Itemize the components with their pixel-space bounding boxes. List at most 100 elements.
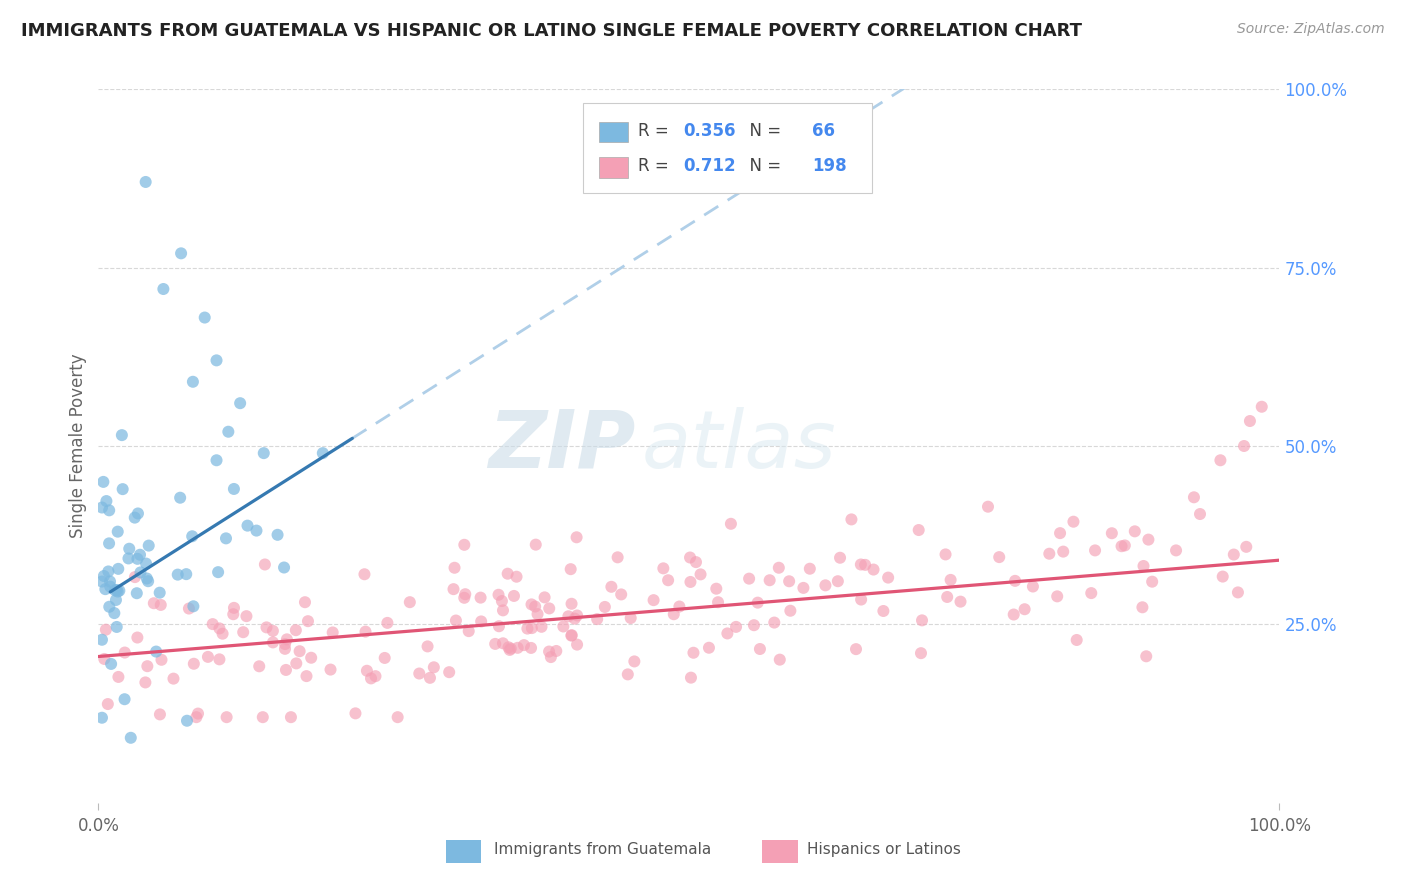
Point xyxy=(169,491,191,505)
Point xyxy=(274,637,297,651)
Point xyxy=(274,641,297,656)
Point xyxy=(911,613,934,627)
Point xyxy=(284,623,307,637)
Point xyxy=(778,574,800,589)
Point xyxy=(98,574,121,589)
Point xyxy=(565,530,588,544)
Point xyxy=(1002,607,1025,622)
Point xyxy=(1101,526,1123,541)
Point xyxy=(1140,574,1163,589)
Point xyxy=(827,574,849,589)
Point xyxy=(1084,543,1107,558)
Point xyxy=(561,597,583,611)
Point xyxy=(643,593,665,607)
Point xyxy=(443,582,465,596)
Point xyxy=(91,632,114,647)
Point xyxy=(120,731,142,745)
Point xyxy=(360,672,382,686)
Point xyxy=(205,453,228,467)
Point xyxy=(1080,586,1102,600)
Point xyxy=(91,711,114,725)
Point xyxy=(662,607,685,622)
Point xyxy=(845,642,868,657)
Point xyxy=(107,670,129,684)
Point xyxy=(177,601,200,615)
Point xyxy=(443,561,465,575)
Point xyxy=(253,558,276,572)
Point xyxy=(977,500,1000,514)
Point xyxy=(526,607,548,621)
Point xyxy=(103,606,125,620)
Point xyxy=(273,560,295,574)
Point xyxy=(118,541,141,556)
Point xyxy=(520,621,543,635)
Point xyxy=(849,592,872,607)
Point xyxy=(470,615,492,629)
Point xyxy=(768,560,790,574)
Point xyxy=(1038,547,1060,561)
Point xyxy=(222,482,245,496)
Point xyxy=(107,562,129,576)
Point xyxy=(444,614,467,628)
Point xyxy=(499,643,522,657)
Point xyxy=(98,503,121,517)
Point xyxy=(208,621,231,635)
Point xyxy=(107,584,129,599)
Point xyxy=(540,650,562,665)
Point xyxy=(1223,548,1246,562)
Point xyxy=(319,663,342,677)
Point xyxy=(454,587,477,601)
Point xyxy=(205,353,228,368)
Point xyxy=(253,446,276,460)
Point xyxy=(149,707,172,722)
Point xyxy=(1250,400,1272,414)
Point xyxy=(748,642,770,657)
Point xyxy=(374,651,396,665)
Y-axis label: Single Female Poverty: Single Female Poverty xyxy=(69,354,87,538)
Point xyxy=(1132,600,1154,615)
Point xyxy=(849,558,872,572)
Point xyxy=(176,714,198,728)
Point xyxy=(295,669,318,683)
Point xyxy=(1066,632,1088,647)
Point xyxy=(215,532,238,546)
Point xyxy=(907,523,929,537)
Point xyxy=(222,607,245,622)
Point xyxy=(707,595,730,609)
Point xyxy=(1234,540,1257,554)
Point xyxy=(524,538,547,552)
Point xyxy=(94,623,117,637)
Point xyxy=(398,595,420,609)
Point xyxy=(936,590,959,604)
Point xyxy=(516,622,538,636)
Point xyxy=(1052,544,1074,558)
Point xyxy=(312,446,335,460)
Point xyxy=(135,557,157,571)
Point xyxy=(135,175,157,189)
Point xyxy=(97,565,120,579)
Point xyxy=(779,604,801,618)
Text: R =: R = xyxy=(638,121,673,139)
FancyBboxPatch shape xyxy=(582,103,872,193)
Point xyxy=(166,567,188,582)
Point xyxy=(125,586,148,600)
Point xyxy=(747,596,769,610)
Point xyxy=(538,644,561,658)
Point xyxy=(679,671,702,685)
Point xyxy=(738,572,761,586)
Point xyxy=(97,697,120,711)
Point xyxy=(111,428,134,442)
Text: Immigrants from Guatemala: Immigrants from Guatemala xyxy=(494,842,711,856)
Point xyxy=(208,652,231,666)
Text: atlas: atlas xyxy=(641,407,837,485)
Point xyxy=(127,551,149,566)
Point xyxy=(841,512,863,526)
Point xyxy=(620,611,643,625)
Point xyxy=(294,595,316,609)
Point xyxy=(1022,580,1045,594)
Point xyxy=(100,657,122,671)
Point xyxy=(236,518,259,533)
Point xyxy=(262,635,284,649)
Point xyxy=(1182,491,1205,505)
Point xyxy=(862,563,884,577)
